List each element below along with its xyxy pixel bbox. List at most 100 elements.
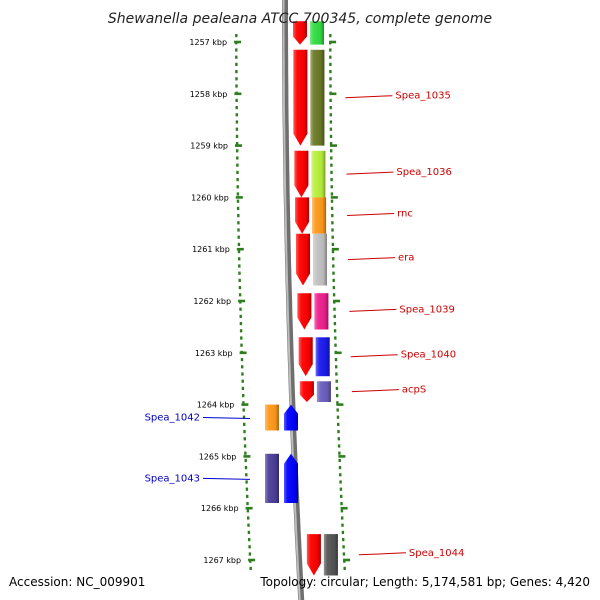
right-scale-dot — [329, 98, 332, 102]
left-scale-dot — [246, 494, 249, 498]
scale-tick-right — [329, 92, 337, 96]
scale-tick-right — [331, 247, 339, 251]
gene-strand-arrow-shade — [306, 534, 321, 576]
left-scale-dot — [239, 314, 242, 318]
left-scale-dot — [245, 473, 248, 477]
scale-tick-label: 1262 kbp — [193, 297, 231, 306]
right-scale-dot — [334, 343, 337, 347]
scale-tick-left — [243, 455, 251, 458]
right-scale-dot — [330, 185, 333, 189]
gene-leader-line — [346, 171, 394, 175]
right-scale-dot — [332, 286, 336, 290]
gene-leader-line — [358, 552, 406, 556]
left-scale-dot — [236, 199, 240, 203]
left-scale-dot — [237, 235, 240, 239]
right-scale-dot — [329, 113, 332, 117]
right-scale-dot — [329, 34, 332, 38]
left-scale-dot — [236, 192, 240, 196]
right-scale-dot — [331, 228, 334, 232]
right-scale-dot — [339, 487, 343, 491]
right-scale-dot — [331, 242, 335, 246]
right-scale-dot — [331, 214, 334, 218]
scale-tick-right — [338, 455, 346, 458]
scale-tick-label: 1257 kbp — [189, 38, 227, 47]
left-scale-dot — [243, 437, 246, 441]
scale-tick-left — [239, 351, 247, 355]
right-scale-dot — [329, 77, 332, 81]
scale-tick-label: 1259 kbp — [190, 142, 228, 151]
right-scale-dot — [335, 365, 338, 369]
right-scale-dot — [337, 422, 340, 426]
gene-label: Spea_1044 — [409, 548, 464, 559]
left-scale-dot — [243, 422, 246, 426]
left-scale-dot — [238, 257, 241, 261]
scale-tick-left — [234, 92, 242, 96]
right-scale-dot — [337, 437, 340, 441]
scale-tick-label: 1267 kbp — [203, 556, 241, 565]
left-scale-dot — [247, 516, 250, 520]
scale-tick-label: 1266 kbp — [201, 504, 239, 513]
gene-leader-line — [347, 257, 396, 261]
right-scale-dot — [332, 264, 335, 268]
right-scale-dot — [330, 149, 333, 153]
right-scale-dot — [339, 480, 342, 484]
left-scale-dot — [243, 444, 247, 448]
scale-tick-left — [248, 558, 256, 562]
gene-label: Spea_1040 — [401, 350, 456, 361]
right-scale-dot — [336, 394, 339, 398]
right-scale-dot — [342, 538, 345, 542]
gene-strand-arrow-shade — [293, 49, 308, 146]
left-scale-dot — [240, 343, 243, 347]
topology-label: Topology: circular; Length: 5,174,581 bp… — [259, 575, 590, 589]
right-scale-dot — [340, 509, 344, 513]
right-scale-dot — [333, 322, 337, 326]
right-scale-dot — [334, 358, 338, 362]
left-scale-dot — [238, 278, 241, 282]
right-scale-dot — [329, 106, 332, 110]
right-scale-dot — [331, 250, 335, 254]
right-scale-dot — [332, 271, 335, 275]
gene-layer — [265, 21, 338, 576]
left-scale-dot — [239, 322, 243, 326]
left-scale-dot — [236, 185, 239, 189]
scale-tick-layer: 1257 kbp 1258 kbp 1259 kbp 1260 kbp 1261 kbp… — [189, 38, 351, 565]
left-scale-dot — [241, 379, 244, 383]
gene-block-shade — [310, 21, 324, 45]
left-scale-dot — [235, 77, 238, 81]
left-scale-dot — [235, 106, 238, 110]
left-scale-dot — [245, 480, 248, 484]
right-scale-dot — [331, 235, 334, 239]
gene-leader-line — [202, 477, 251, 480]
right-scale-dot — [332, 257, 335, 261]
left-scale-dot — [235, 84, 238, 88]
left-scale-dot — [242, 408, 245, 412]
left-scale-dot — [236, 156, 239, 160]
left-scale-dot — [235, 70, 238, 74]
gene-strand-arrow-shade — [284, 453, 298, 503]
left-scale-dot — [237, 242, 241, 246]
left-scale-dot — [236, 170, 239, 174]
gene-leader-line — [349, 308, 397, 312]
scale-tick-right — [330, 196, 338, 199]
left-scale-dot — [246, 502, 249, 506]
left-scale-dot — [236, 163, 239, 167]
gene-leader-line — [347, 213, 395, 216]
right-scale-dot — [335, 372, 338, 376]
scale-tick-right — [343, 558, 351, 562]
gene-block-shade — [265, 453, 279, 503]
gene-block-shade — [313, 233, 327, 286]
gene-label: acpS — [402, 385, 426, 396]
left-scale-dot — [235, 62, 238, 66]
left-scale-dot — [239, 329, 243, 333]
gene-label: Spea_1042 — [145, 413, 200, 424]
right-scale-dot — [343, 566, 346, 570]
right-scale-dot — [337, 430, 340, 434]
scale-tick-right — [340, 506, 348, 510]
scale-tick-right — [329, 40, 337, 44]
right-scale-dot — [331, 221, 334, 225]
left-scale-dot — [236, 178, 239, 182]
right-scale-dot — [333, 329, 337, 333]
scale-tick-label: 1264 kbp — [197, 401, 235, 410]
